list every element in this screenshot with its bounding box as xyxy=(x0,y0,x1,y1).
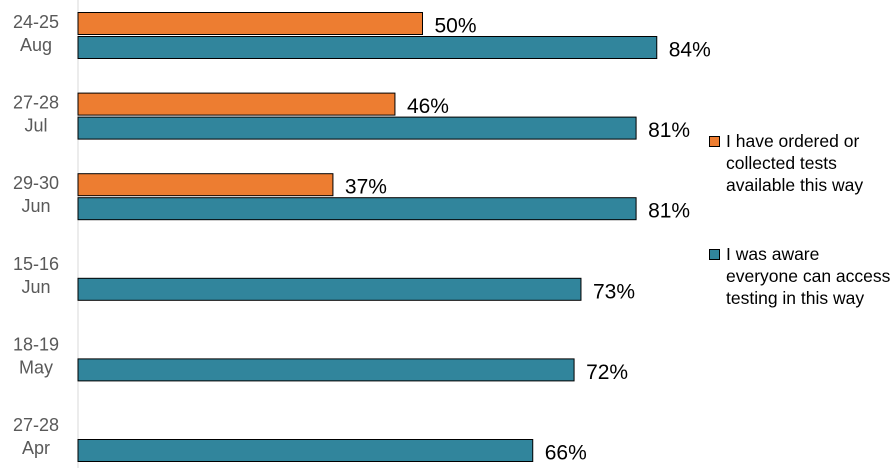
legend-item-aware: I was aware everyone can access testing … xyxy=(709,243,894,309)
category-label: 29-30 Jun xyxy=(13,173,59,216)
bar-aware xyxy=(77,36,658,59)
bar-ordered xyxy=(77,12,423,35)
category-label: 24-25 Aug xyxy=(13,12,59,55)
legend-item-ordered: I have ordered or collected tests availa… xyxy=(709,130,894,196)
legend-label-ordered: I have ordered or collected tests availa… xyxy=(726,131,864,195)
bar-ordered xyxy=(77,173,334,197)
bar-aware xyxy=(77,358,575,382)
category-label: 15-16 Jun xyxy=(13,254,59,297)
data-label: 37% xyxy=(345,176,387,199)
legend-label-aware: I was aware everyone can access testing … xyxy=(726,244,891,308)
category-label: 27-28 Jul xyxy=(13,93,59,136)
bar-aware xyxy=(77,116,637,140)
bar-aware xyxy=(77,197,637,221)
data-label: 50% xyxy=(435,15,477,38)
bar-aware xyxy=(77,277,582,301)
data-label: 66% xyxy=(545,442,587,465)
category-label: 18-19 May xyxy=(13,334,59,377)
bar-ordered xyxy=(77,92,396,116)
data-label: 72% xyxy=(586,361,628,384)
category-label: 27-28 Apr xyxy=(13,415,59,458)
data-label: 46% xyxy=(407,95,449,118)
data-label: 81% xyxy=(648,200,690,223)
data-label: 73% xyxy=(593,280,635,303)
data-label: 84% xyxy=(669,39,711,62)
orange-square-swatch-icon xyxy=(709,136,720,147)
teal-square-swatch-icon xyxy=(709,249,720,260)
data-label: 81% xyxy=(648,119,690,142)
bar-aware xyxy=(77,439,534,462)
